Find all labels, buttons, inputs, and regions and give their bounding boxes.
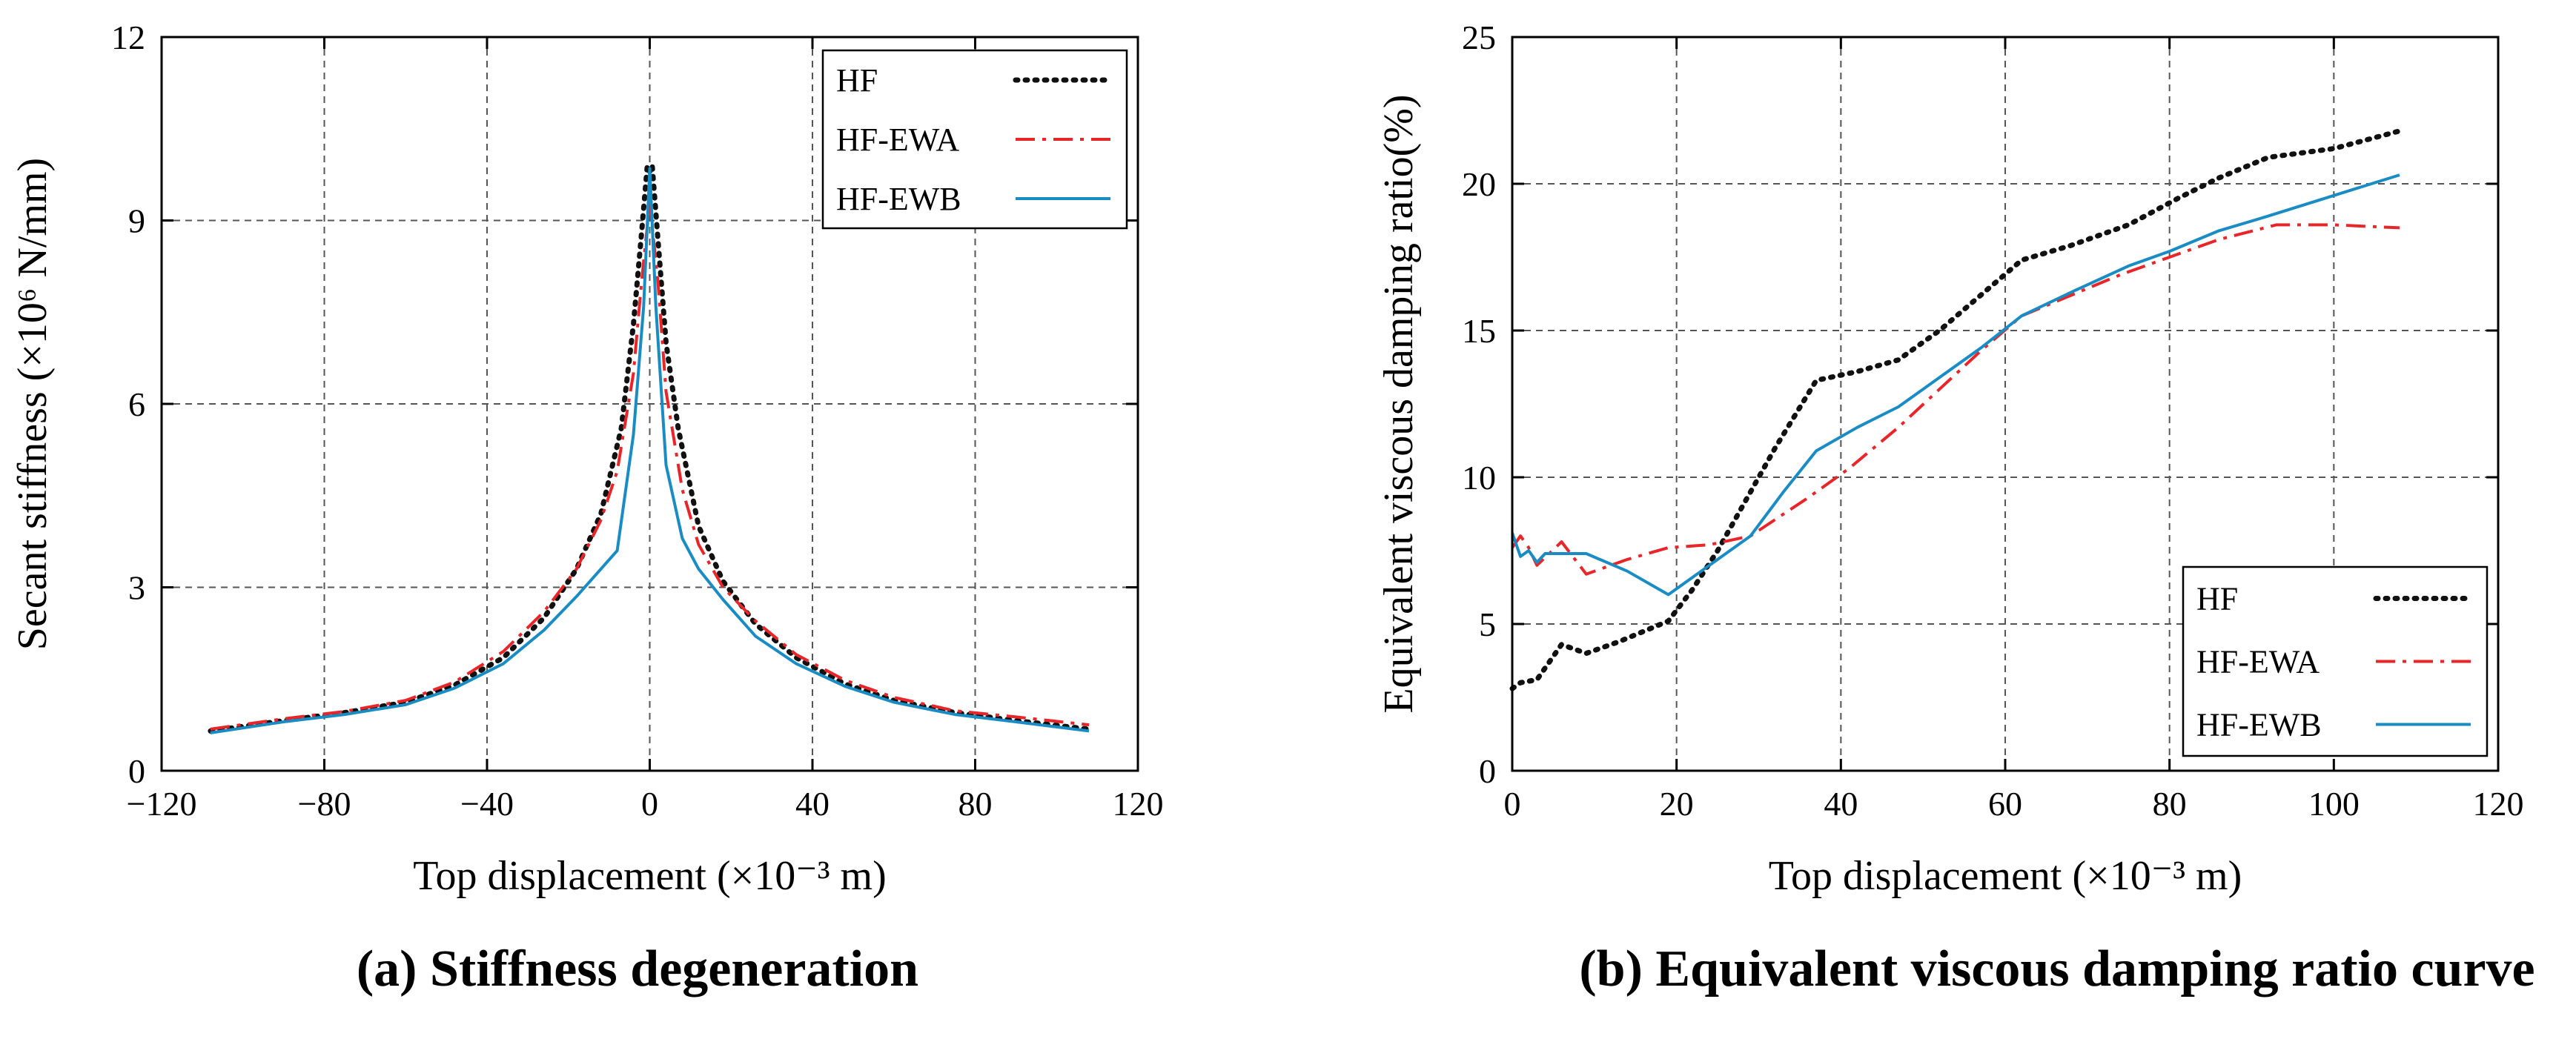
series-line-hf-ewa (210, 200, 1090, 731)
series-line-hf-ewb (1511, 173, 2400, 597)
x-tick-label: 80 (958, 785, 993, 823)
y-tick-label: 3 (128, 569, 145, 607)
series-line-hf-ewa (1511, 223, 2400, 576)
legend-label: HF-EWA (836, 122, 959, 158)
y-tick-label: 9 (128, 202, 145, 240)
figure-caption: (a) Stiffness degeneration (357, 940, 918, 997)
x-tick-label: 20 (1660, 785, 1694, 823)
series-line-hf (1509, 128, 2403, 691)
x-tick-label: −120 (127, 785, 197, 823)
y-tick-label: 20 (1462, 165, 1496, 203)
legend-label: HF (2196, 581, 2238, 617)
x-tick-label: 120 (2473, 785, 2524, 823)
legend-label: HF-EWB (2196, 707, 2322, 743)
y-tick-label: 25 (1462, 19, 1496, 56)
y-tick-label: 6 (128, 385, 145, 423)
x-tick-label: 60 (1988, 785, 2022, 823)
x-axis-label: Top displacement (×10⁻³ m) (413, 853, 887, 899)
damping-chart: 0 20 40 60 80 100 120 0 5 10 15 20 25 Top displacemen… (1376, 19, 2535, 997)
x-tick-label: 80 (2153, 785, 2187, 823)
y-tick-label: 5 (1479, 605, 1496, 643)
x-tick-label: −80 (298, 785, 351, 823)
x-tick-label: 120 (1113, 785, 1164, 823)
y-axis-label: Secant stiffness (×10⁶ N/mm) (10, 158, 56, 650)
x-tick-label: 40 (1824, 785, 1858, 823)
x-tick-label: −40 (460, 785, 514, 823)
y-tick-label: 12 (111, 19, 145, 56)
y-tick-label: 0 (1479, 752, 1496, 790)
x-tick-label: 0 (641, 785, 658, 823)
y-axis-label: Equivalent viscous damping ratio(%) (1376, 94, 1422, 713)
series-line-hf-ewb (210, 167, 1090, 734)
y-tick-label: 0 (128, 752, 145, 790)
x-tick-label: 40 (795, 785, 830, 823)
legend-label: HF-EWB (836, 181, 961, 217)
x-axis-label: Top displacement (×10⁻³ m) (1769, 853, 2242, 899)
figure-caption: (b) Equivalent viscous damping ratio cur… (1579, 940, 2534, 997)
x-tick-label: 0 (1504, 785, 1521, 823)
legend-label: HF-EWA (2196, 644, 2320, 680)
stiffness-chart: −120 −80 −40 0 40 80 120 0 3 6 9 12 Top displacement… (10, 19, 1164, 997)
y-tick-label: 10 (1462, 459, 1496, 497)
x-tick-label: 100 (2308, 785, 2360, 823)
y-tick-label: 15 (1462, 312, 1496, 350)
legend-label: HF (836, 62, 878, 99)
